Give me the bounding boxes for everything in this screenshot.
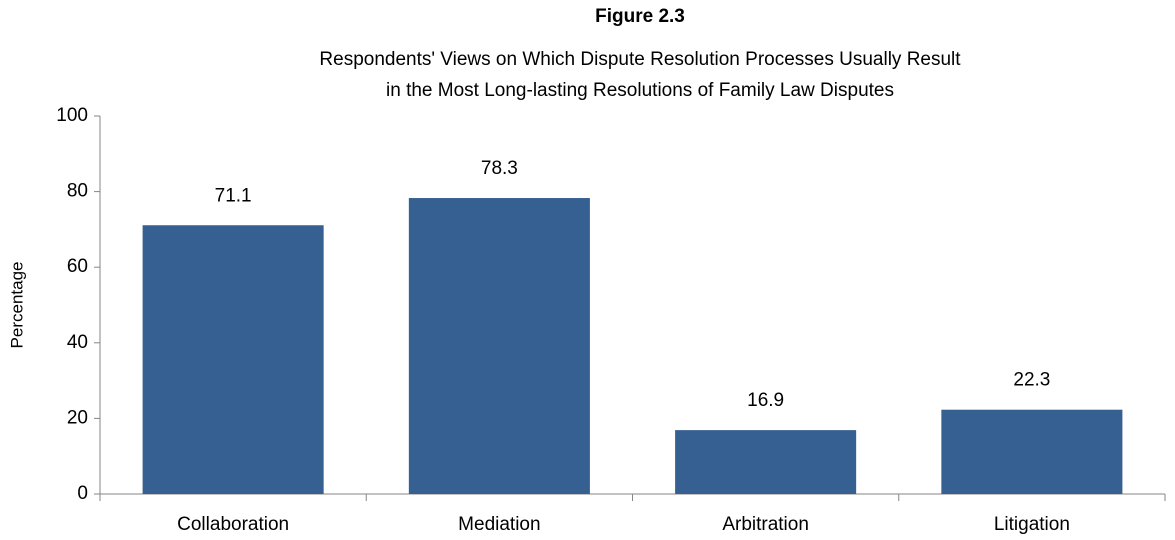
chart-subtitle: Respondents' Views on Which Dispute Reso… [319,49,961,70]
bar [941,409,1123,494]
y-tick-label: 0 [77,483,88,504]
chart-subtitle: in the Most Long-lasting Resolutions of … [386,80,894,101]
data-label: 71.1 [215,185,252,206]
y-axis-label: Percentage [7,262,26,349]
y-tick-label: 80 [67,181,88,202]
x-tick-label: Litigation [994,514,1070,535]
data-label: 22.3 [1013,370,1050,391]
chart-title: Figure 2.3 [595,6,685,27]
y-tick-label: 40 [67,332,88,353]
bar [142,225,324,494]
y-tick-label: 100 [56,105,88,126]
x-tick-label: Mediation [458,514,540,535]
x-tick-label: Arbitration [722,514,809,535]
bar [408,198,590,494]
x-tick-label: Collaboration [177,514,289,535]
data-label: 16.9 [747,390,784,411]
data-label: 78.3 [481,158,518,179]
y-tick-label: 20 [67,407,88,428]
y-tick-label: 60 [67,256,88,277]
bar [675,430,857,494]
